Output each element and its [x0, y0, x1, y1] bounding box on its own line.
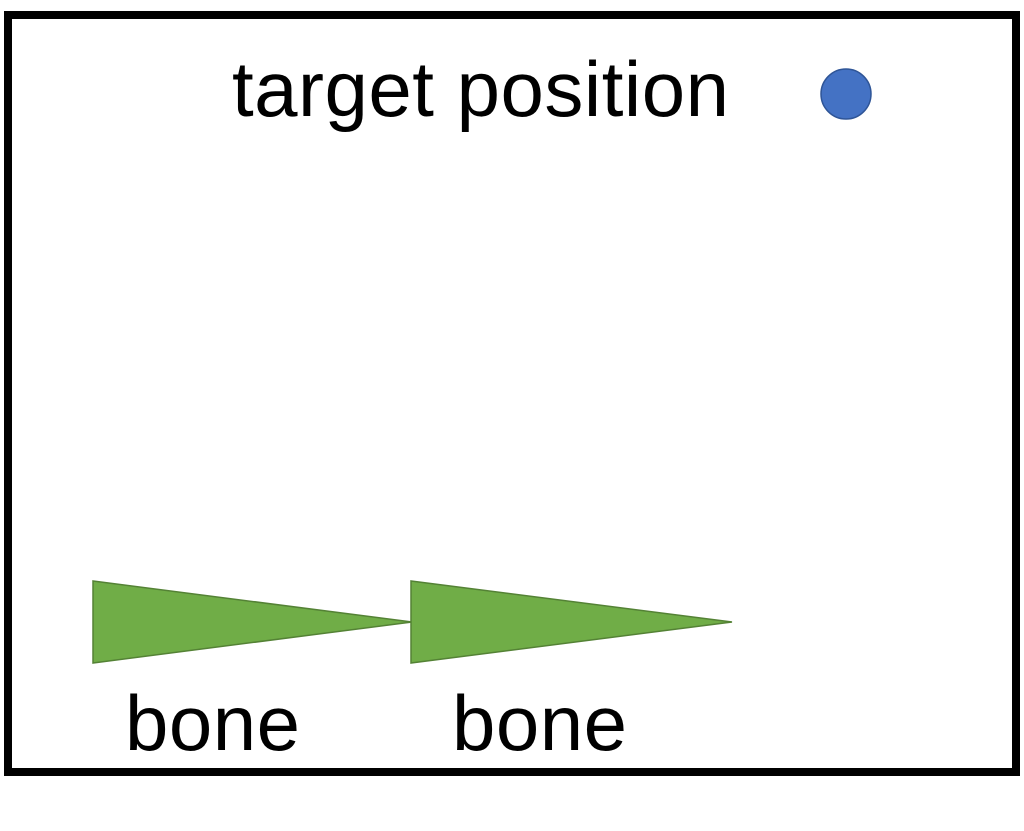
target-dot-icon [820, 68, 872, 120]
bone-triangle-icon [92, 580, 413, 664]
target-position-label: target position [232, 45, 730, 133]
bone-triangle-icon [410, 580, 733, 664]
bone-label: bone [452, 679, 628, 767]
bone-label: bone [125, 679, 301, 767]
